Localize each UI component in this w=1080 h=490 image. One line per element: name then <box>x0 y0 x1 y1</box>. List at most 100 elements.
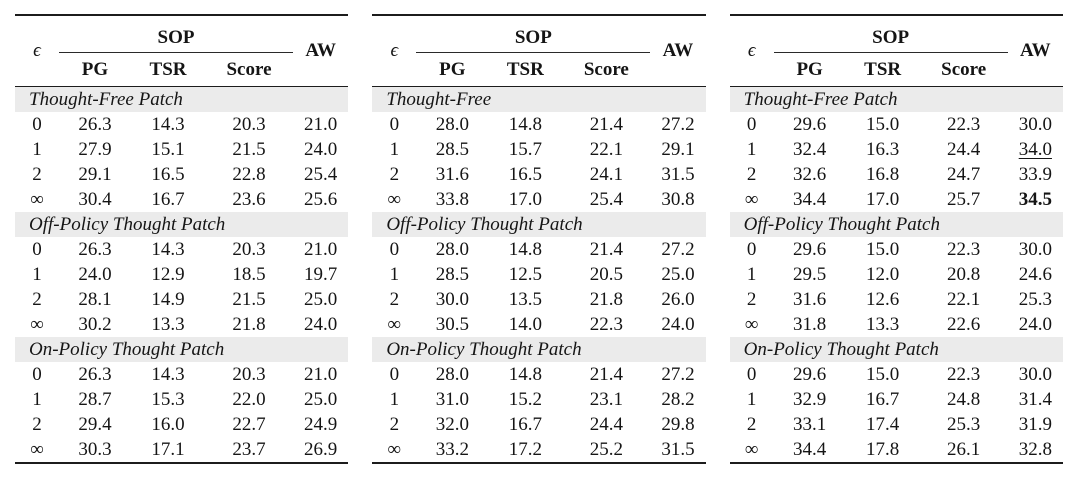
section-title-bar: Off-Policy Thought Patch <box>729 212 1063 237</box>
value-cell: 31.6 <box>435 164 469 185</box>
section-title: On-Policy Thought Patch <box>386 339 582 360</box>
value-cell: 34.0 <box>1018 139 1052 160</box>
value-cell: 17.0 <box>508 189 542 210</box>
value-cell: 21.0 <box>304 239 338 260</box>
value-cell: 24.1 <box>589 164 623 185</box>
value-cell: 33.2 <box>435 439 469 460</box>
table-row: 1 27.9 15.1 21.5 24.0 <box>15 137 348 162</box>
epsilon-cell: ∞ <box>744 189 759 210</box>
section-title-bar: On-Policy Thought Patch <box>372 337 706 362</box>
section-title: Thought-Free Patch <box>29 89 183 110</box>
aw-column-header: AW <box>305 40 336 61</box>
table-row: ∞ 34.4 17.0 25.7 34.5 <box>730 187 1063 212</box>
value-cell: 17.2 <box>508 439 542 460</box>
epsilon-cell: ∞ <box>30 314 44 335</box>
table-row: 0 29.6 15.0 22.3 30.0 <box>730 112 1063 137</box>
section-title: Off-Policy Thought Patch <box>386 214 583 235</box>
value-cell: 29.8 <box>661 414 695 435</box>
epsilon-column-header: ϵ <box>747 40 756 61</box>
section-title-bar: Off-Policy Thought Patch <box>372 212 706 237</box>
epsilon-cell: 2 <box>746 289 757 310</box>
sop-group-header: SOP <box>416 27 651 53</box>
section-title: Off-Policy Thought Patch <box>29 214 226 235</box>
value-cell: 29.4 <box>78 414 112 435</box>
value-cell: 28.0 <box>435 239 469 260</box>
table-row: 2 31.6 12.6 22.1 25.3 <box>730 287 1063 312</box>
value-cell: 20.3 <box>232 239 266 260</box>
value-cell: 12.9 <box>151 264 185 285</box>
table-row: ∞ 33.2 17.2 25.2 31.5 <box>372 437 705 462</box>
value-cell: 31.0 <box>435 389 469 410</box>
section-title-bar: Off-Policy Thought Patch <box>15 212 349 237</box>
value-cell: 26.3 <box>78 239 112 260</box>
value-cell: 27.2 <box>661 364 695 385</box>
value-cell: 25.0 <box>304 289 338 310</box>
epsilon-cell: ∞ <box>387 314 402 335</box>
tsr-column-header: TSR <box>506 58 544 80</box>
aw-column-header: AW <box>662 40 694 61</box>
epsilon-cell: ∞ <box>387 439 402 460</box>
value-cell: 27.2 <box>661 114 695 135</box>
bottom-rule <box>729 462 1063 464</box>
table-row: 2 31.6 16.5 24.1 31.5 <box>372 162 705 187</box>
value-cell: 24.8 <box>947 389 981 410</box>
value-cell: 30.0 <box>435 289 469 310</box>
epsilon-cell: 2 <box>389 164 400 185</box>
epsilon-cell: 1 <box>746 139 757 160</box>
value-cell: 22.1 <box>947 289 981 310</box>
value-cell: 12.6 <box>866 289 900 310</box>
value-cell: 16.7 <box>151 189 185 210</box>
table-row: 2 28.1 14.9 21.5 25.0 <box>15 287 348 312</box>
value-cell: 14.3 <box>151 239 185 260</box>
value-cell: 29.6 <box>793 364 827 385</box>
value-cell: 14.8 <box>508 114 542 135</box>
epsilon-cell: 0 <box>746 239 757 260</box>
value-cell: 22.1 <box>589 139 623 160</box>
section-title: On-Policy Thought Patch <box>29 339 225 360</box>
epsilon-cell: 2 <box>32 164 42 185</box>
section-title: On-Policy Thought Patch <box>743 339 939 360</box>
value-cell: 25.0 <box>304 389 338 410</box>
sop-group-header: SOP <box>59 27 293 53</box>
epsilon-cell: 0 <box>389 239 400 260</box>
value-cell: 27.2 <box>661 239 695 260</box>
value-cell: 14.3 <box>151 364 185 385</box>
value-cell: 30.4 <box>78 189 112 210</box>
score-column-header: Score <box>583 58 629 80</box>
value-cell: 24.0 <box>661 314 695 335</box>
table-row: 1 32.4 16.3 24.4 34.0 <box>730 137 1063 162</box>
epsilon-cell: 0 <box>32 239 42 260</box>
table-row: 0 26.3 14.3 20.3 21.0 <box>15 112 348 137</box>
value-cell: 14.9 <box>151 289 185 310</box>
table-row: 1 32.9 16.7 24.8 31.4 <box>730 387 1063 412</box>
value-cell: 23.1 <box>589 389 623 410</box>
value-cell: 16.5 <box>151 164 185 185</box>
value-cell: 21.0 <box>304 114 338 135</box>
epsilon-cell: 1 <box>389 139 400 160</box>
value-cell: 21.8 <box>232 314 266 335</box>
value-cell: 25.6 <box>304 189 338 210</box>
table-row: 0 28.0 14.8 21.4 27.2 <box>372 237 705 262</box>
epsilon-cell: 2 <box>32 289 42 310</box>
value-cell: 23.7 <box>232 439 266 460</box>
value-cell: 20.8 <box>947 264 981 285</box>
table-row: 1 29.5 12.0 20.8 24.6 <box>730 262 1063 287</box>
value-cell: 30.8 <box>661 189 695 210</box>
value-cell: 28.7 <box>78 389 112 410</box>
table-row: 1 28.5 15.7 22.1 29.1 <box>372 137 705 162</box>
value-cell: 16.7 <box>866 389 900 410</box>
value-cell: 24.9 <box>304 414 338 435</box>
value-cell: 24.0 <box>78 264 112 285</box>
value-cell: 29.6 <box>793 114 827 135</box>
value-cell: 21.4 <box>589 364 623 385</box>
table-row: ∞ 30.5 14.0 22.3 24.0 <box>372 312 705 337</box>
value-cell: 16.3 <box>866 139 900 160</box>
epsilon-cell: 0 <box>389 114 400 135</box>
table-row: 0 29.6 15.0 22.3 30.0 <box>730 362 1063 387</box>
section-title-bar: Thought-Free Patch <box>15 87 349 112</box>
table-header: ϵ SOP PG TSR Score AW <box>372 16 705 86</box>
value-cell: 21.4 <box>589 239 623 260</box>
table-body: Thought-Free Patch 0 29.6 15.0 22.3 30.0 1 32.4… <box>729 87 1063 462</box>
value-cell: 29.1 <box>78 164 112 185</box>
value-cell: 26.3 <box>78 114 112 135</box>
